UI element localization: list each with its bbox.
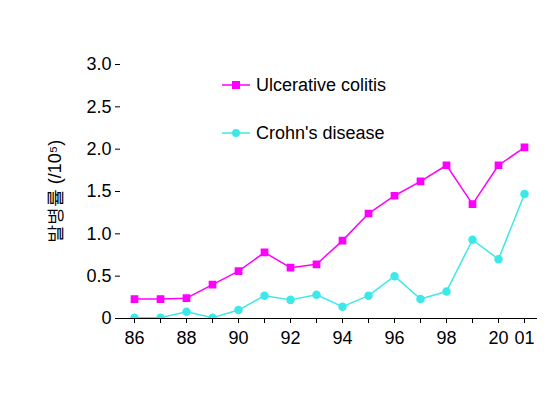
svg-text:0: 0: [101, 308, 111, 328]
svg-text:발병률 (/10⁵): 발병률 (/10⁵): [45, 140, 65, 243]
svg-text:98: 98: [436, 328, 456, 348]
svg-text:20: 20: [488, 328, 508, 348]
svg-text:2.5: 2.5: [86, 97, 111, 117]
svg-text:90: 90: [228, 328, 248, 348]
svg-text:86: 86: [124, 328, 144, 348]
svg-text:1.0: 1.0: [86, 224, 111, 244]
svg-text:96: 96: [384, 328, 404, 348]
html-text:Ulcerative colitis: Ulcerative colitis: [256, 74, 386, 95]
svg-text:3.0: 3.0: [86, 54, 111, 74]
svg-text:1.5: 1.5: [86, 181, 111, 201]
html-text:Crohn's disease: Crohn's disease: [256, 122, 385, 143]
svg-text:2.0: 2.0: [86, 139, 111, 159]
svg-text:94: 94: [332, 328, 352, 348]
svg-text:92: 92: [280, 328, 300, 348]
svg-text:01: 01: [514, 328, 534, 348]
svg-text:88: 88: [176, 328, 196, 348]
svg-text:0.5: 0.5: [86, 266, 111, 286]
